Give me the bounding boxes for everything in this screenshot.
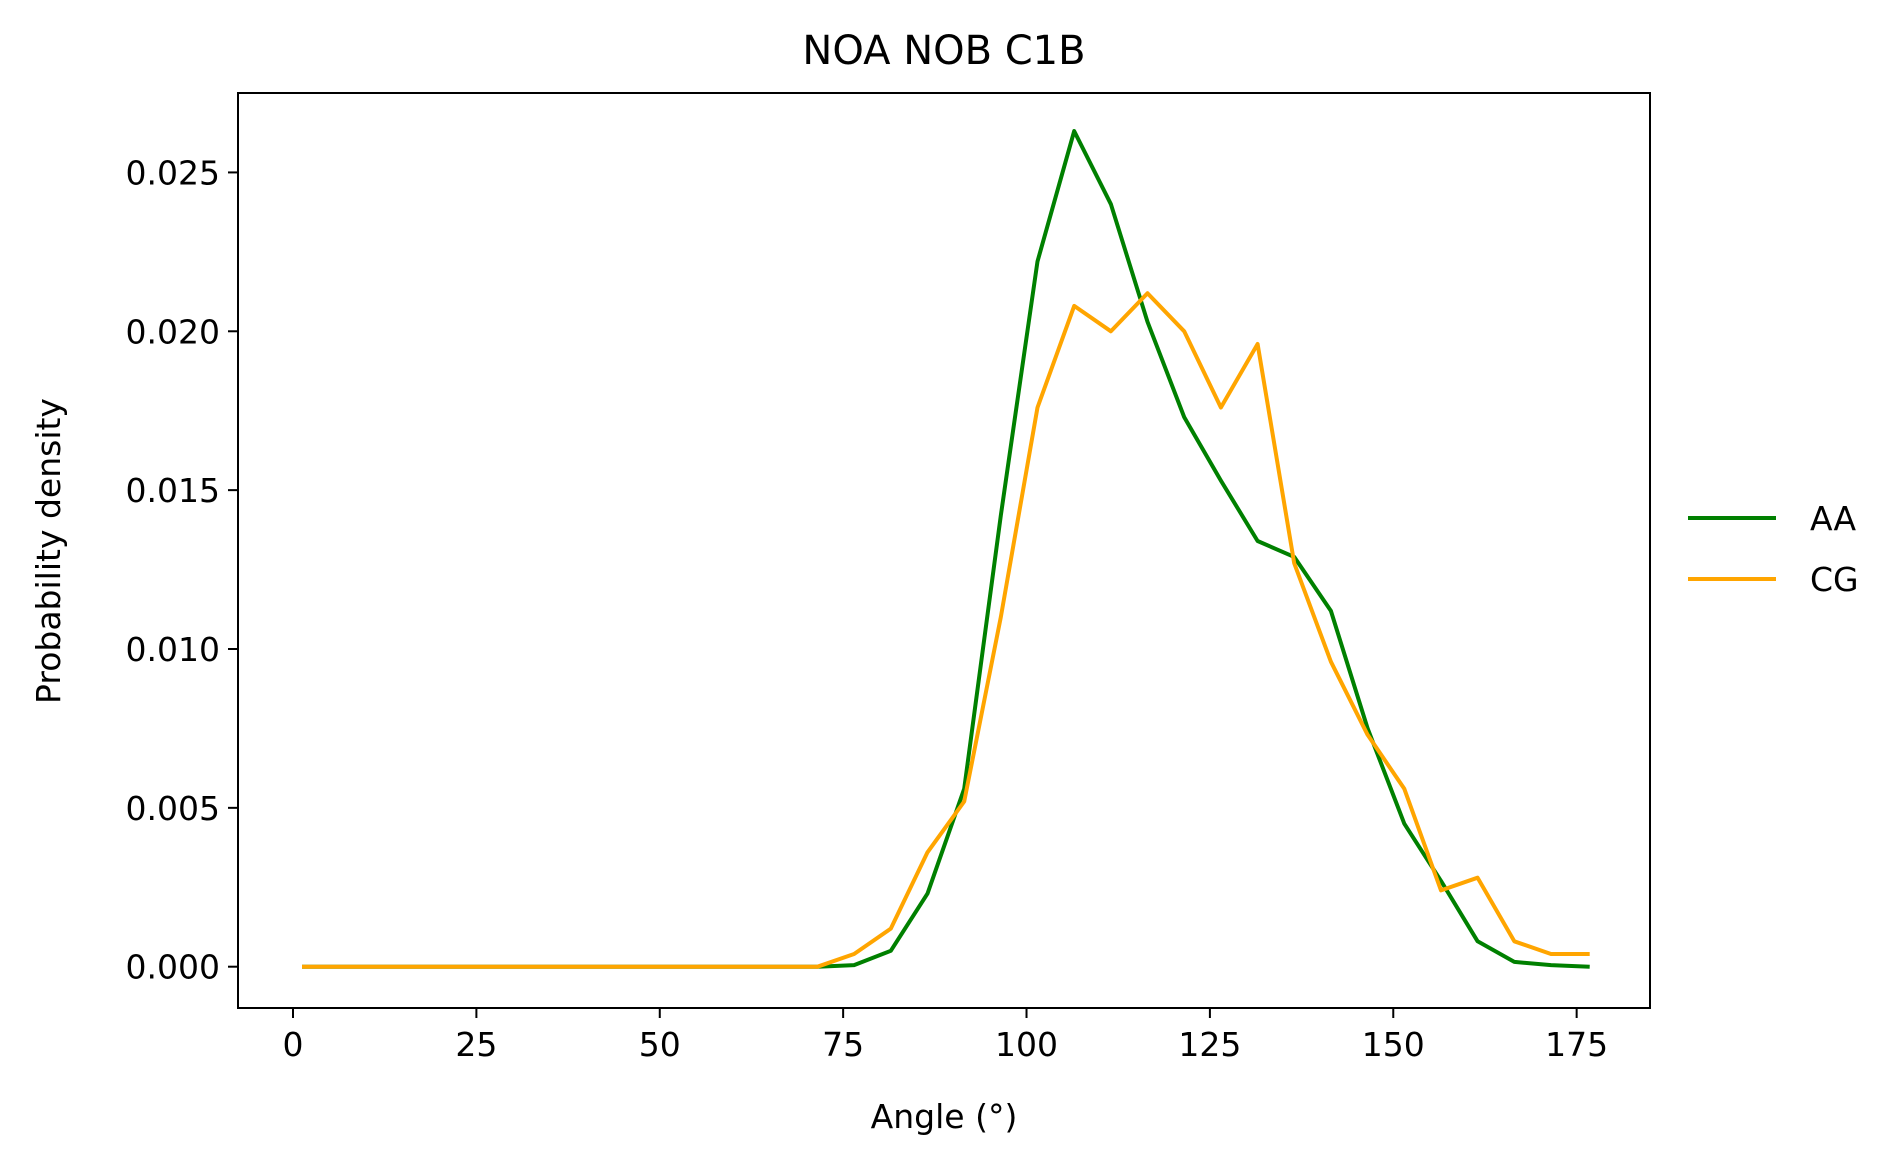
series-line-cg <box>302 291 1590 969</box>
y-axis-label: Probability density <box>29 398 68 704</box>
y-tick-label: 0.000 <box>126 948 220 987</box>
x-tick-label: 175 <box>1545 1025 1608 1064</box>
legend-label-cg: CG <box>1810 560 1859 599</box>
plot-frame <box>237 92 1651 1009</box>
chart-title: NOA NOB C1B <box>802 28 1085 74</box>
y-axis-ticks: 0.000 0.005 0.010 0.015 0.020 0.025 <box>126 153 238 987</box>
legend-label-aa: AA <box>1810 499 1856 538</box>
x-tick-label: 125 <box>1178 1025 1241 1064</box>
y-tick-label: 0.015 <box>126 471 220 510</box>
series-layer <box>302 129 1590 969</box>
x-tick-label: 75 <box>822 1025 864 1064</box>
y-tick-label: 0.020 <box>126 312 220 351</box>
y-tick-label: 0.010 <box>126 630 220 669</box>
x-axis-label: Angle (°) <box>871 1097 1018 1136</box>
y-tick-label: 0.025 <box>126 153 220 192</box>
x-tick-label: 100 <box>995 1025 1058 1064</box>
x-axis-ticks: 0 25 50 75 100 125 150 175 <box>283 1008 1608 1064</box>
legend: AA CG <box>1688 499 1859 599</box>
x-tick-label: 150 <box>1362 1025 1425 1064</box>
x-tick-label: 50 <box>639 1025 681 1064</box>
y-tick-label: 0.005 <box>126 789 220 828</box>
x-tick-label: 25 <box>455 1025 497 1064</box>
x-tick-label: 0 <box>283 1025 304 1064</box>
